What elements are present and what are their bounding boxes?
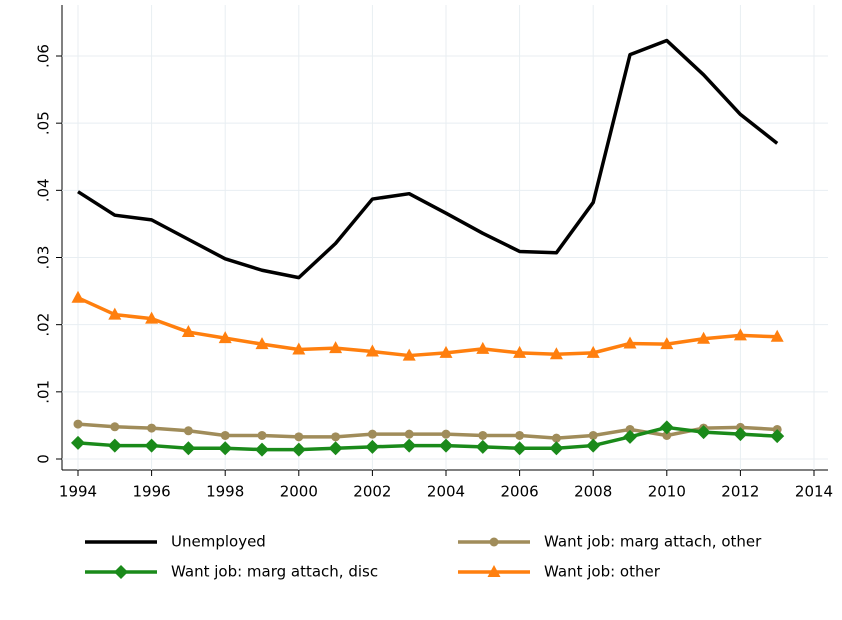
marker — [144, 438, 159, 453]
marker — [402, 438, 417, 453]
legend-label: Unemployed — [171, 533, 266, 551]
marker — [294, 432, 304, 442]
marker — [697, 331, 711, 344]
y-tick-label: .04 — [35, 178, 53, 202]
marker — [660, 337, 674, 350]
marker — [328, 441, 343, 456]
marker — [114, 565, 128, 579]
marker — [733, 427, 748, 442]
marker — [404, 429, 414, 439]
x-tick-label: 2004 — [427, 483, 465, 501]
x-tick-label: 1996 — [133, 483, 171, 501]
marker — [733, 328, 747, 341]
marker — [218, 331, 232, 344]
marker — [588, 430, 598, 440]
marker — [73, 419, 83, 429]
marker — [257, 430, 267, 440]
x-tick-label: 2008 — [574, 483, 612, 501]
marker — [255, 442, 269, 457]
marker — [586, 438, 601, 453]
marker — [475, 439, 490, 454]
marker — [439, 345, 453, 358]
marker — [181, 325, 195, 338]
legend-label: Want job: marg attach, disc — [171, 563, 378, 581]
marker — [331, 432, 341, 442]
x-tick-label: 2000 — [280, 483, 318, 501]
marker — [625, 424, 635, 434]
marker — [218, 441, 233, 456]
x-tick-label: 2006 — [501, 483, 539, 501]
marker — [402, 348, 416, 361]
series-line — [77, 422, 778, 440]
series-line — [77, 296, 778, 358]
marker — [367, 429, 377, 439]
series-line — [77, 38, 779, 280]
marker — [110, 422, 120, 432]
y-tick-label: .01 — [35, 380, 53, 404]
marker — [183, 426, 193, 436]
marker — [147, 423, 157, 433]
marker — [255, 337, 269, 350]
marker — [441, 429, 451, 439]
y-tick-label: .03 — [35, 246, 53, 270]
marker — [476, 341, 490, 354]
marker — [71, 290, 85, 303]
marker — [623, 336, 637, 349]
marker — [513, 345, 527, 358]
x-tick-label: 1994 — [59, 483, 97, 501]
marker — [515, 430, 525, 440]
plot-area — [62, 5, 828, 470]
marker — [512, 441, 527, 456]
marker — [108, 307, 122, 320]
x-tick-label: 2010 — [648, 483, 686, 501]
x-tick-label: 2002 — [353, 483, 391, 501]
x-tick-label: 2014 — [795, 483, 833, 501]
marker — [145, 311, 159, 324]
marker — [439, 438, 453, 453]
marker — [696, 425, 711, 440]
marker — [623, 429, 637, 444]
marker — [220, 430, 230, 440]
marker — [107, 438, 122, 453]
y-tick-label: .02 — [35, 313, 53, 337]
marker — [551, 433, 561, 443]
marker — [365, 344, 379, 357]
marker — [292, 342, 306, 355]
marker — [291, 442, 306, 457]
marker — [770, 429, 785, 444]
marker — [549, 441, 564, 456]
marker — [586, 345, 600, 358]
legend-label: Want job: marg attach, other — [544, 533, 762, 551]
legend-label: Want job: other — [544, 563, 661, 581]
marker — [329, 341, 343, 354]
y-tick-label: .05 — [35, 111, 53, 135]
marker — [549, 347, 563, 360]
marker — [487, 565, 501, 577]
marker — [770, 329, 784, 342]
marker — [181, 441, 196, 456]
marker — [489, 537, 499, 547]
x-tick-label: 1998 — [206, 483, 244, 501]
y-tick-label: .06 — [35, 44, 53, 68]
x-tick-label: 2012 — [721, 483, 759, 501]
marker — [478, 430, 488, 440]
marker — [662, 430, 672, 440]
marker — [365, 439, 380, 454]
marker — [71, 435, 85, 450]
y-tick-label: 0 — [35, 454, 53, 464]
marker — [659, 420, 674, 435]
